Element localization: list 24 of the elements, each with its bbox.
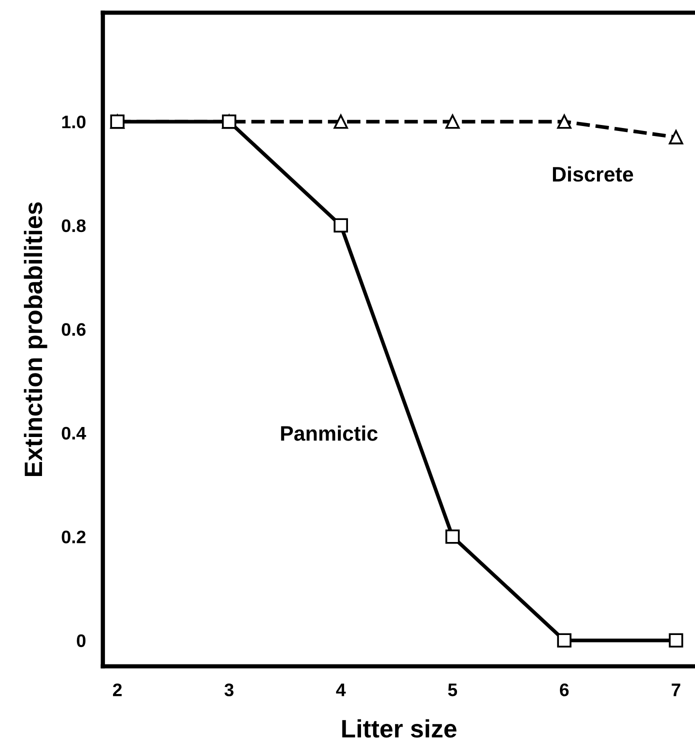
point — [334, 218, 348, 233]
point — [557, 114, 572, 129]
x-tick-label: 2 — [112, 683, 122, 696]
point — [668, 130, 684, 144]
point — [445, 529, 460, 544]
x-tick-label: 4 — [336, 684, 346, 696]
y-tick-label: 1.0 — [62, 116, 86, 128]
y-axis-title: Extinction probabilities — [24, 202, 48, 476]
y-tick-label: 0.4 — [62, 426, 86, 440]
series-label: Panmictic — [281, 426, 378, 441]
x-tick-label: 6 — [560, 683, 569, 696]
y-tick-label: 0 — [76, 634, 86, 648]
series-label: Discrete — [552, 166, 634, 182]
y-tick-label: 0.2 — [62, 530, 86, 544]
x-tick-label: 5 — [448, 684, 458, 696]
point — [334, 114, 348, 129]
y-tick-label: 0.6 — [62, 323, 86, 336]
point — [557, 633, 572, 648]
x-tick-label: 3 — [224, 683, 234, 696]
point — [445, 114, 460, 129]
x-tick-label: 7 — [672, 684, 680, 696]
point — [668, 633, 684, 648]
x-axis-title: Litter size — [342, 719, 456, 738]
y-tick-label: 0.8 — [62, 219, 86, 232]
